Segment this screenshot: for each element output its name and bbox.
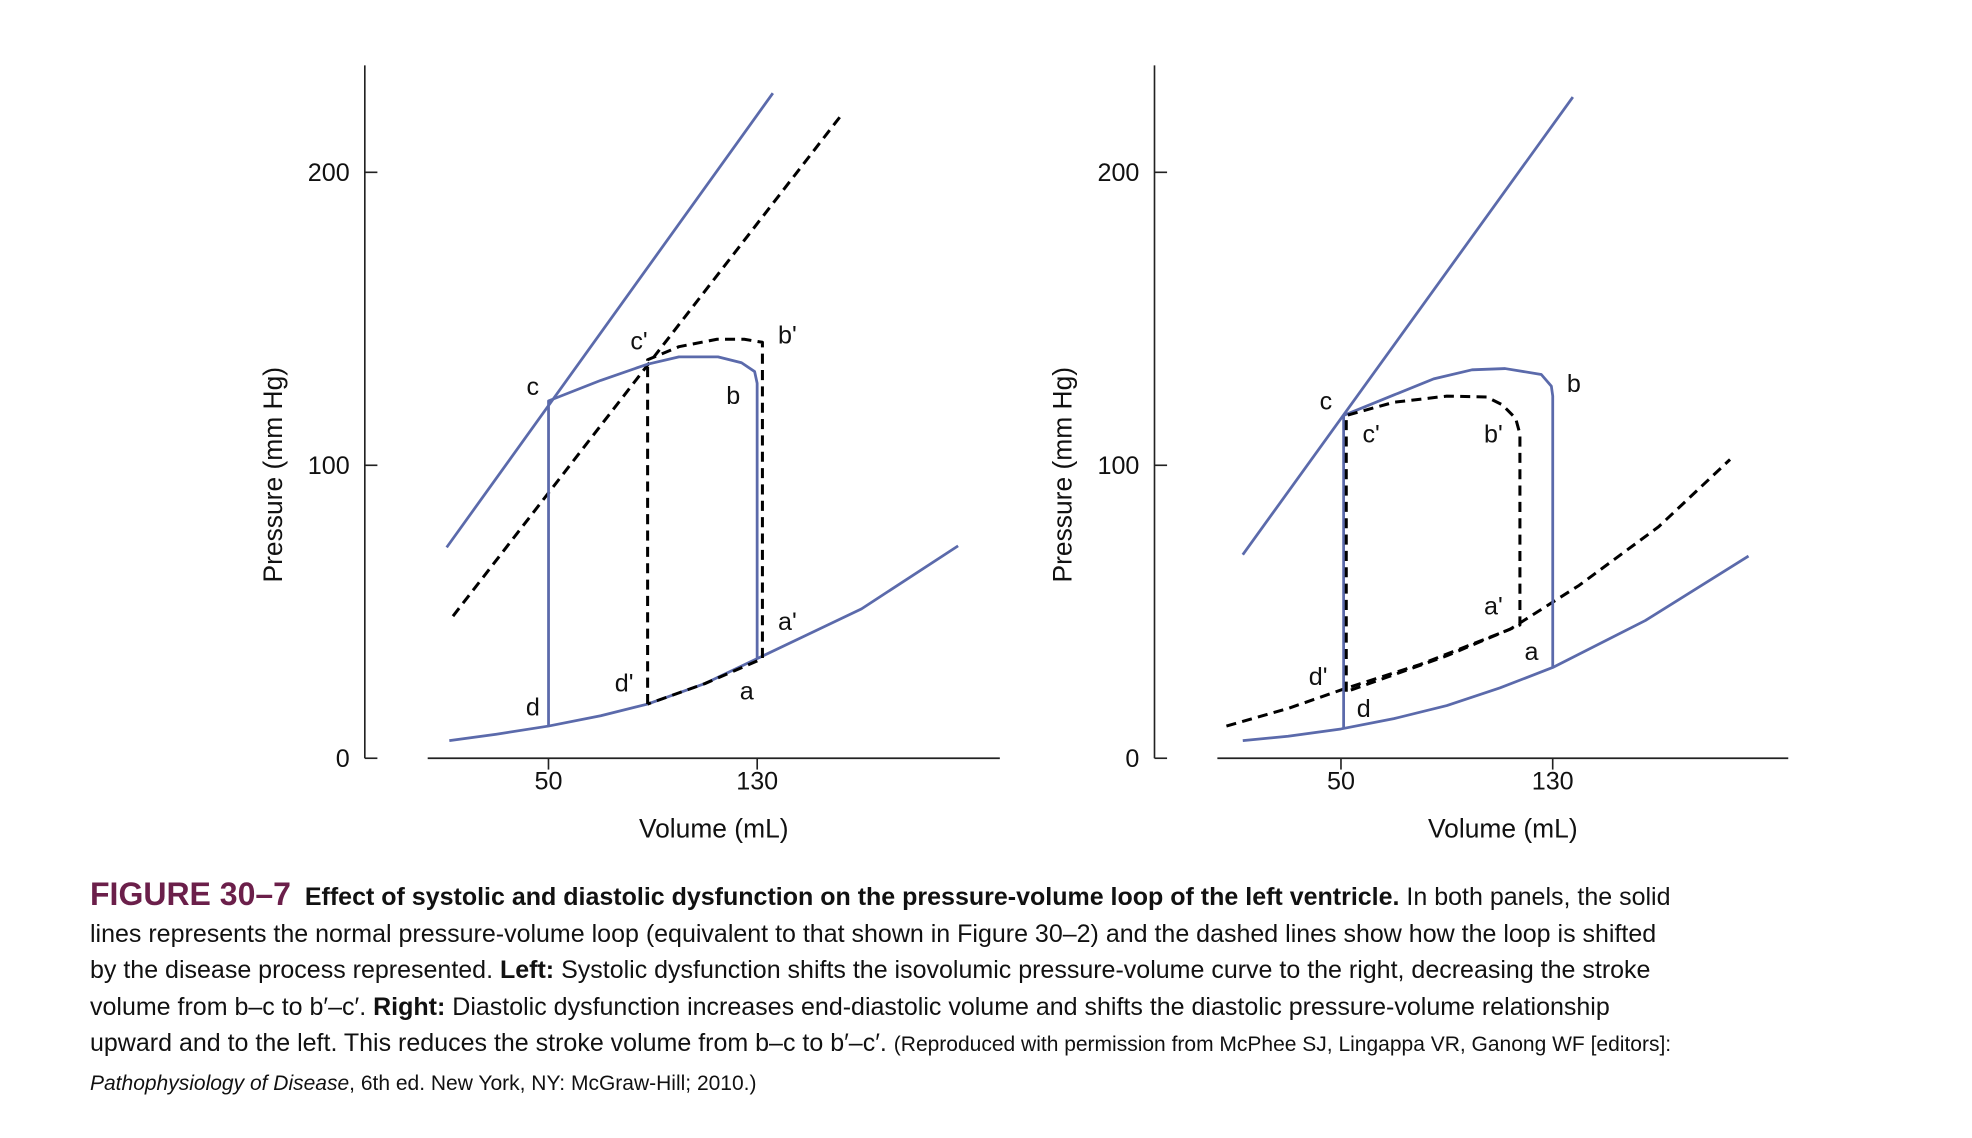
point-label: a'	[778, 608, 797, 636]
caption-text: , 6th ed. New York, NY: McGraw-Hill; 201…	[349, 1071, 757, 1095]
point-label: c	[1320, 388, 1333, 416]
caption-text: FIGURE 30–7	[90, 876, 291, 912]
curve	[1242, 554, 1750, 743]
caption-text: Right:	[373, 992, 446, 1021]
caption-text: Systolic dysfunction shifts the isovolum…	[554, 956, 1651, 984]
caption-text: Effect of systolic and diastolic dysfunc…	[290, 883, 1400, 911]
y-tick-label: 100	[308, 452, 350, 480]
point-label: c'	[1362, 421, 1379, 449]
point-label: d	[526, 693, 540, 721]
point-label: c	[527, 373, 540, 401]
point-label: b'	[778, 321, 797, 349]
point-label: b	[726, 382, 740, 410]
curve	[1241, 96, 1574, 556]
point-label: a	[1525, 638, 1539, 666]
caption-line: by the disease process represented. Left…	[90, 952, 1671, 989]
point-label: c'	[630, 328, 647, 356]
caption-text: upward and to the left. This reduces the…	[90, 1029, 894, 1057]
point-label: a'	[1484, 593, 1503, 621]
x-tick-label: 50	[535, 768, 563, 796]
caption-text: (Reproduced with permission from McPhee …	[893, 1033, 1672, 1056]
point-label: b	[1567, 370, 1581, 398]
panel: 0 100 200 50 130 Volume (mL) Pressure (mm Hg) c…	[1048, 65, 1789, 843]
caption-text: Pathophysiology of Disease	[90, 1071, 350, 1095]
caption: FIGURE 30–7 Effect of systolic and diast…	[90, 876, 1671, 1102]
caption-line: volume from b–c to b′–c′. Right: Diastol…	[90, 989, 1671, 1026]
x-axis-label: Volume (mL)	[639, 813, 789, 843]
caption-text: lines represents the normal pressure-vol…	[90, 919, 1657, 948]
point-label: d'	[1309, 663, 1328, 691]
y-axis-label: Pressure (mm Hg)	[258, 367, 288, 583]
x-tick-label: 130	[736, 768, 778, 796]
point-label: d	[1357, 695, 1371, 723]
y-tick-label: 100	[1097, 452, 1139, 480]
panel: 0 100 200 50 130 Volume (mL) Pressure (mm Hg) c…	[258, 65, 1000, 843]
caption-text: Left:	[499, 956, 555, 984]
caption-line: FIGURE 30–7 Effect of systolic and diast…	[90, 876, 1671, 916]
point-label: a	[740, 678, 754, 706]
x-axis-label: Volume (mL)	[1428, 813, 1578, 843]
dashed-curve	[1344, 394, 1522, 694]
curve	[445, 92, 774, 549]
dashed-curve	[451, 115, 842, 618]
curve	[547, 355, 759, 727]
dashed-curve	[1226, 458, 1732, 728]
y-tick-label: 200	[308, 159, 350, 187]
point-label: d'	[615, 669, 634, 697]
caption-text: In both panels, the solid	[1399, 883, 1671, 911]
y-axis-label: Pressure (mm Hg)	[1048, 367, 1078, 583]
caption-line: upward and to the left. This reduces the…	[90, 1025, 1671, 1064]
caption-line: Pathophysiology of Disease, 6th ed. New …	[90, 1064, 1671, 1103]
y-tick-label: 0	[1125, 745, 1139, 773]
caption-line: lines represents the normal pressure-vol…	[90, 916, 1671, 953]
x-tick-label: 50	[1327, 768, 1355, 796]
caption-text: by the disease process represented.	[90, 956, 500, 984]
y-tick-label: 0	[336, 745, 350, 773]
point-label: b'	[1484, 421, 1503, 449]
y-tick-label: 200	[1097, 159, 1139, 187]
curve	[1342, 367, 1555, 729]
caption-text: Diastolic dysfunction increases end-dias…	[445, 992, 1610, 1021]
dashed-curve	[646, 337, 764, 706]
caption-text: volume from b–c to b′–c′.	[90, 992, 374, 1021]
x-tick-label: 130	[1532, 768, 1574, 796]
